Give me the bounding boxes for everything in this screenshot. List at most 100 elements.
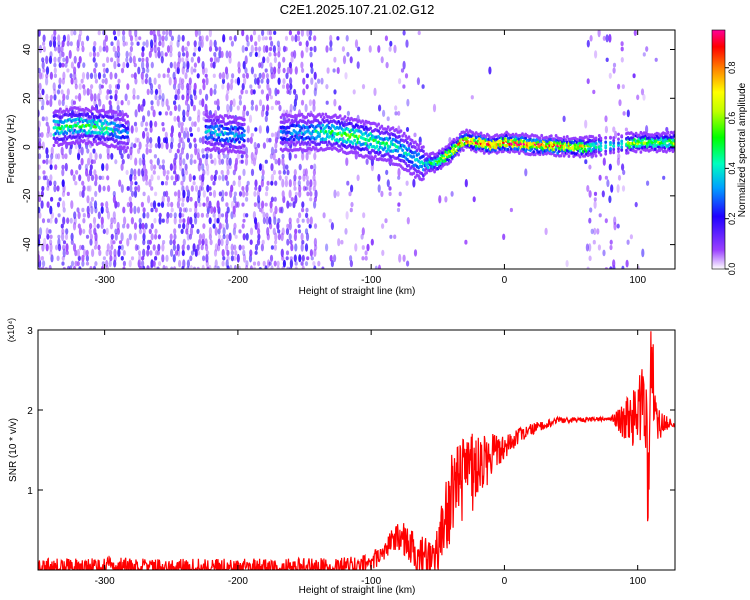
- spectrogram-noise-cell-1212: [233, 191, 237, 197]
- spectrogram-noise-cell-345: [92, 159, 96, 164]
- spectrogram-noise-cell-313: [90, 205, 94, 215]
- spectrogram-ridge-cell-702: [324, 137, 328, 141]
- spectrogram-noise-cell-538: [129, 206, 133, 214]
- spectrogram-noise-cell-1792: [393, 44, 397, 54]
- spectrogram-noise-cell-1578: [297, 224, 301, 229]
- spectrogram-noise-cell-1822: [432, 103, 437, 113]
- snr-background: [38, 330, 675, 570]
- spectrogram-ridge-cell-973: [386, 158, 390, 162]
- spectrogram-noise-cell-156: [61, 168, 65, 177]
- spectrogram-noise-cell-37: [42, 170, 46, 175]
- spectrogram-noise-cell-1317: [253, 202, 257, 208]
- spectrogram-noise-cell-126: [57, 153, 61, 160]
- spectrogram-noise-cell-943: [188, 88, 192, 96]
- spectrogram-noise-cell-1581: [298, 190, 302, 198]
- spectrogram-noise-cell-115: [52, 39, 57, 48]
- spectrogram-ridge-cell-974: [386, 152, 390, 156]
- spectrogram-ridge-cell-1886: [594, 145, 598, 149]
- spectrogram-noise-cell-1356: [262, 260, 266, 267]
- spectrogram-noise-cell-963: [192, 104, 196, 112]
- spectrogram-noise-cell-1640: [309, 249, 313, 257]
- spectrogram-noise-cell-422: [106, 89, 110, 95]
- spectrogram-noise-cell-1195: [230, 78, 234, 84]
- spectrogram-ridge-cell-43: [62, 137, 65, 141]
- spectrogram-noise-cell-387: [100, 206, 104, 214]
- spectrogram-noise-cell-1472: [277, 61, 281, 69]
- spectrogram-noise-cell-495: [122, 266, 126, 269]
- spectrogram-noise-cell-1065: [209, 153, 213, 160]
- spectrogram-noise-cell-669: [148, 148, 152, 154]
- spectrogram-noise-cell-846: [176, 115, 180, 123]
- spectrogram-noise-cell-1856: [592, 239, 596, 245]
- spectrogram-noise-cell-1651: [308, 99, 312, 107]
- spectrogram-noise-cell-1145: [221, 71, 226, 80]
- spectrogram-noise-cell-1916: [625, 259, 629, 268]
- spectrogram-noise-cell-1088: [212, 180, 216, 186]
- spectrogram-ridge-cell-1576: [524, 149, 528, 153]
- spectrogram-noise-cell-1049: [205, 93, 209, 101]
- spectrogram-noise-cell-1718: [341, 46, 345, 52]
- spectrogram-ridge-cell-380: [215, 138, 219, 142]
- spectrogram-noise-cell-572: [132, 94, 136, 100]
- spectrogram-noise-cell-1895: [613, 216, 617, 225]
- spectrogram-noise-cell-962: [193, 121, 197, 127]
- spectrogram-noise-cell-1843: [584, 119, 588, 129]
- spectrogram-ridge-cell-300: [119, 112, 123, 116]
- spectrogram-ridge-cell-497: [242, 151, 246, 155]
- spectrogram-noise-cell-1884: [609, 266, 613, 269]
- spectrogram-noise-cell-875: [182, 158, 186, 166]
- spectrogram-noise-cell-990: [196, 126, 201, 133]
- spectrogram-ridge-cell-879: [364, 131, 368, 135]
- spectrogram-noise-cell-172: [62, 34, 66, 42]
- spectrogram-noise-cell-570: [133, 121, 138, 127]
- spectrogram-noise-cell-1766: [373, 87, 377, 97]
- spectrogram-noise-cell-1052: [204, 67, 208, 74]
- spectrogram-noise-cell-1551: [294, 266, 298, 269]
- spectrogram-noise-cell-62: [45, 154, 50, 159]
- spectrogram-ridge-cell-1889: [594, 136, 598, 140]
- spectrogram-noise-cell-1560: [293, 186, 297, 191]
- spectrogram-noise-cell-1611: [301, 68, 305, 73]
- spectrogram-noise-cell-1729: [349, 207, 353, 213]
- spectrogram-noise-cell-1230: [237, 179, 241, 188]
- spectrogram-noise-cell-1253: [241, 186, 245, 191]
- spectrogram-ridge-cell-675: [318, 132, 321, 136]
- spectrogram-noise-cell-809: [173, 212, 177, 219]
- spectrogram-ridge-cell-621: [305, 121, 309, 126]
- spectrogram-noise-cell-575: [133, 72, 137, 80]
- spectrogram-noise-cell-647: [147, 110, 151, 117]
- colorbar-ticks: 0.00.20.40.60.8: [725, 61, 737, 275]
- spectrogram-noise-cell-243: [78, 190, 83, 197]
- spectrogram-noise-cell-1111: [216, 217, 220, 224]
- spectrogram-noise-cell-211: [72, 265, 77, 269]
- spectrogram-ridge-cell-1917: [609, 135, 612, 140]
- spectrogram-noise-cell-1281: [246, 137, 250, 143]
- spectrogram-noise-cell-152: [62, 200, 66, 209]
- spectrogram-noise-cell-72: [45, 66, 50, 75]
- spectrogram-noise-cell-1874: [602, 157, 606, 166]
- spectrogram-noise-cell-1456: [276, 260, 280, 267]
- spectrogram-noise-cell-1137: [221, 189, 225, 199]
- spectrogram-noise-cell-349: [94, 127, 98, 132]
- spectrogram-noise-cell-227: [74, 95, 78, 100]
- spectrogram-noise-cell-1327: [252, 89, 256, 95]
- spectrogram-noise-cell-742: [162, 168, 166, 177]
- spectrogram-noise-cell-148: [61, 228, 65, 235]
- spectrogram-ridge-cell-1764: [567, 154, 571, 158]
- spectrogram-noise-cell-1055: [209, 239, 213, 246]
- spectrogram-noise-cell-673: [149, 120, 153, 128]
- top-x-tick-label-3: 0: [502, 275, 508, 286]
- spectrogram-ridge-cell-1547: [517, 151, 521, 155]
- spectrogram-ridge-cell-683: [319, 126, 323, 130]
- spectrogram-noise-cell-592: [137, 148, 141, 154]
- spectrogram-noise-cell-433: [110, 233, 114, 240]
- spectrogram-noise-cell-1062: [208, 186, 212, 191]
- spectrogram-noise-cell-993: [198, 99, 202, 106]
- spectrogram-noise-cell-9: [38, 196, 42, 203]
- spectrogram-noise-cell-1037: [206, 184, 210, 193]
- spectrogram-noise-cell-933: [188, 173, 192, 183]
- spectrogram-noise-cell-765: [165, 174, 169, 181]
- spectrogram-ridge-cell-501: [242, 129, 246, 133]
- spectrogram-noise-cell-1021: [202, 82, 206, 91]
- spectrogram-noise-cell-1727: [349, 260, 353, 268]
